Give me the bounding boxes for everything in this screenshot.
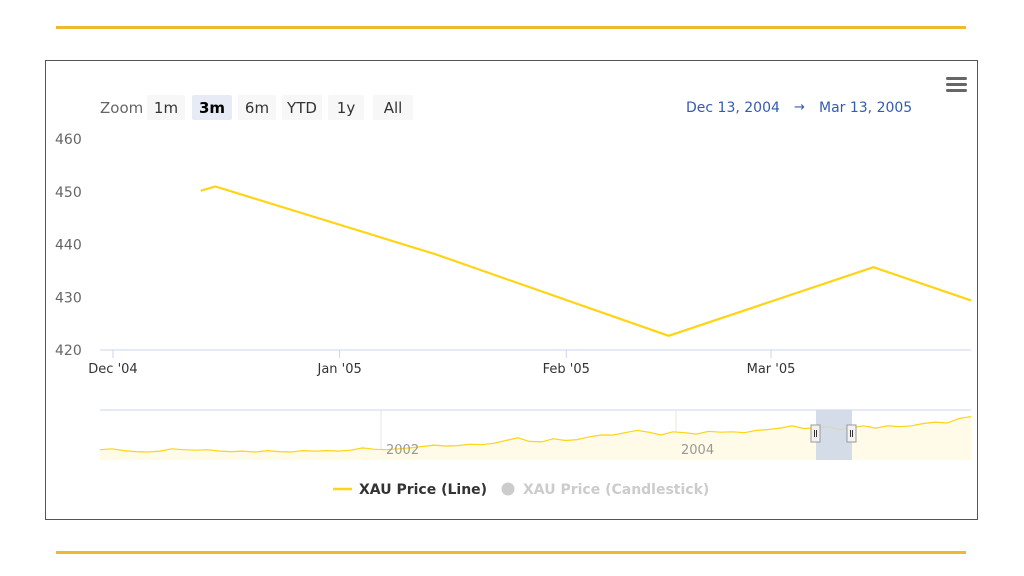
x-tick-label: Jan '05 <box>316 362 361 377</box>
zoom-button-1m[interactable]: 1m <box>147 95 185 120</box>
navigator-series-area <box>100 416 971 460</box>
navigator-handle-right[interactable] <box>846 424 857 443</box>
legend: XAU Price (Line) XAU Price (Candlestick) <box>333 482 709 498</box>
legend-candlestick-swatch <box>501 482 515 496</box>
legend-item-line[interactable]: XAU Price (Line) <box>333 482 487 498</box>
y-tick-label: 450 <box>55 185 82 201</box>
x-tick-label: Feb '05 <box>543 362 590 377</box>
x-axis-ticks: Dec '04 Jan '05 Feb '05 Mar '05 <box>88 350 795 377</box>
x-tick-label: Dec '04 <box>88 362 137 377</box>
navigator[interactable]: 2002 2004 <box>99 409 972 460</box>
top-divider <box>56 26 966 29</box>
zoom-button-label: All <box>384 99 403 117</box>
legend-label-candlestick: XAU Price (Candlestick) <box>523 482 709 498</box>
zoom-button-label: 3m <box>199 99 225 117</box>
zoom-button-group: 1m 3m 6m YTD 1y All <box>147 95 413 120</box>
y-tick-label: 420 <box>55 343 82 359</box>
stock-chart: Zoom 1m 3m 6m YTD 1y All Dec 13, 2004 → Mar 1… <box>55 77 972 498</box>
zoom-button-ytd[interactable]: YTD <box>282 95 322 120</box>
zoom-button-label: 6m <box>245 99 269 117</box>
navigator-selection-mask[interactable] <box>816 410 852 460</box>
zoom-label: Zoom <box>100 99 143 117</box>
navigator-tick-2004: 2004 <box>681 443 714 458</box>
x-tick-label: Mar '05 <box>747 362 796 377</box>
chart-panel: Zoom 1m 3m 6m YTD 1y All Dec 13, 2004 → Mar 1… <box>45 60 978 520</box>
y-axis-ticks: 460 450 440 430 420 <box>55 132 82 359</box>
zoom-button-label: 1m <box>154 99 178 117</box>
zoom-button-all[interactable]: All <box>373 95 413 120</box>
zoom-button-6m[interactable]: 6m <box>238 95 276 120</box>
bottom-divider <box>56 551 966 554</box>
y-tick-label: 460 <box>55 132 82 148</box>
range-to-date[interactable]: Mar 13, 2005 <box>819 100 912 116</box>
zoom-button-1y[interactable]: 1y <box>328 95 364 120</box>
zoom-button-label: 1y <box>337 99 356 117</box>
navigator-tick-2002: 2002 <box>386 443 419 458</box>
hamburger-menu-icon[interactable] <box>946 77 967 92</box>
zoom-button-label: YTD <box>286 99 317 117</box>
y-tick-label: 430 <box>55 290 82 306</box>
legend-item-candlestick[interactable]: XAU Price (Candlestick) <box>501 482 710 498</box>
navigator-handle-left[interactable] <box>810 424 821 443</box>
series-line-xau-price[interactable] <box>200 185 972 337</box>
range-arrow: → <box>794 100 805 115</box>
range-from-date[interactable]: Dec 13, 2004 <box>686 100 780 116</box>
zoom-button-3m[interactable]: 3m <box>192 95 232 120</box>
legend-label-line: XAU Price (Line) <box>359 482 487 498</box>
y-tick-label: 440 <box>55 238 82 254</box>
